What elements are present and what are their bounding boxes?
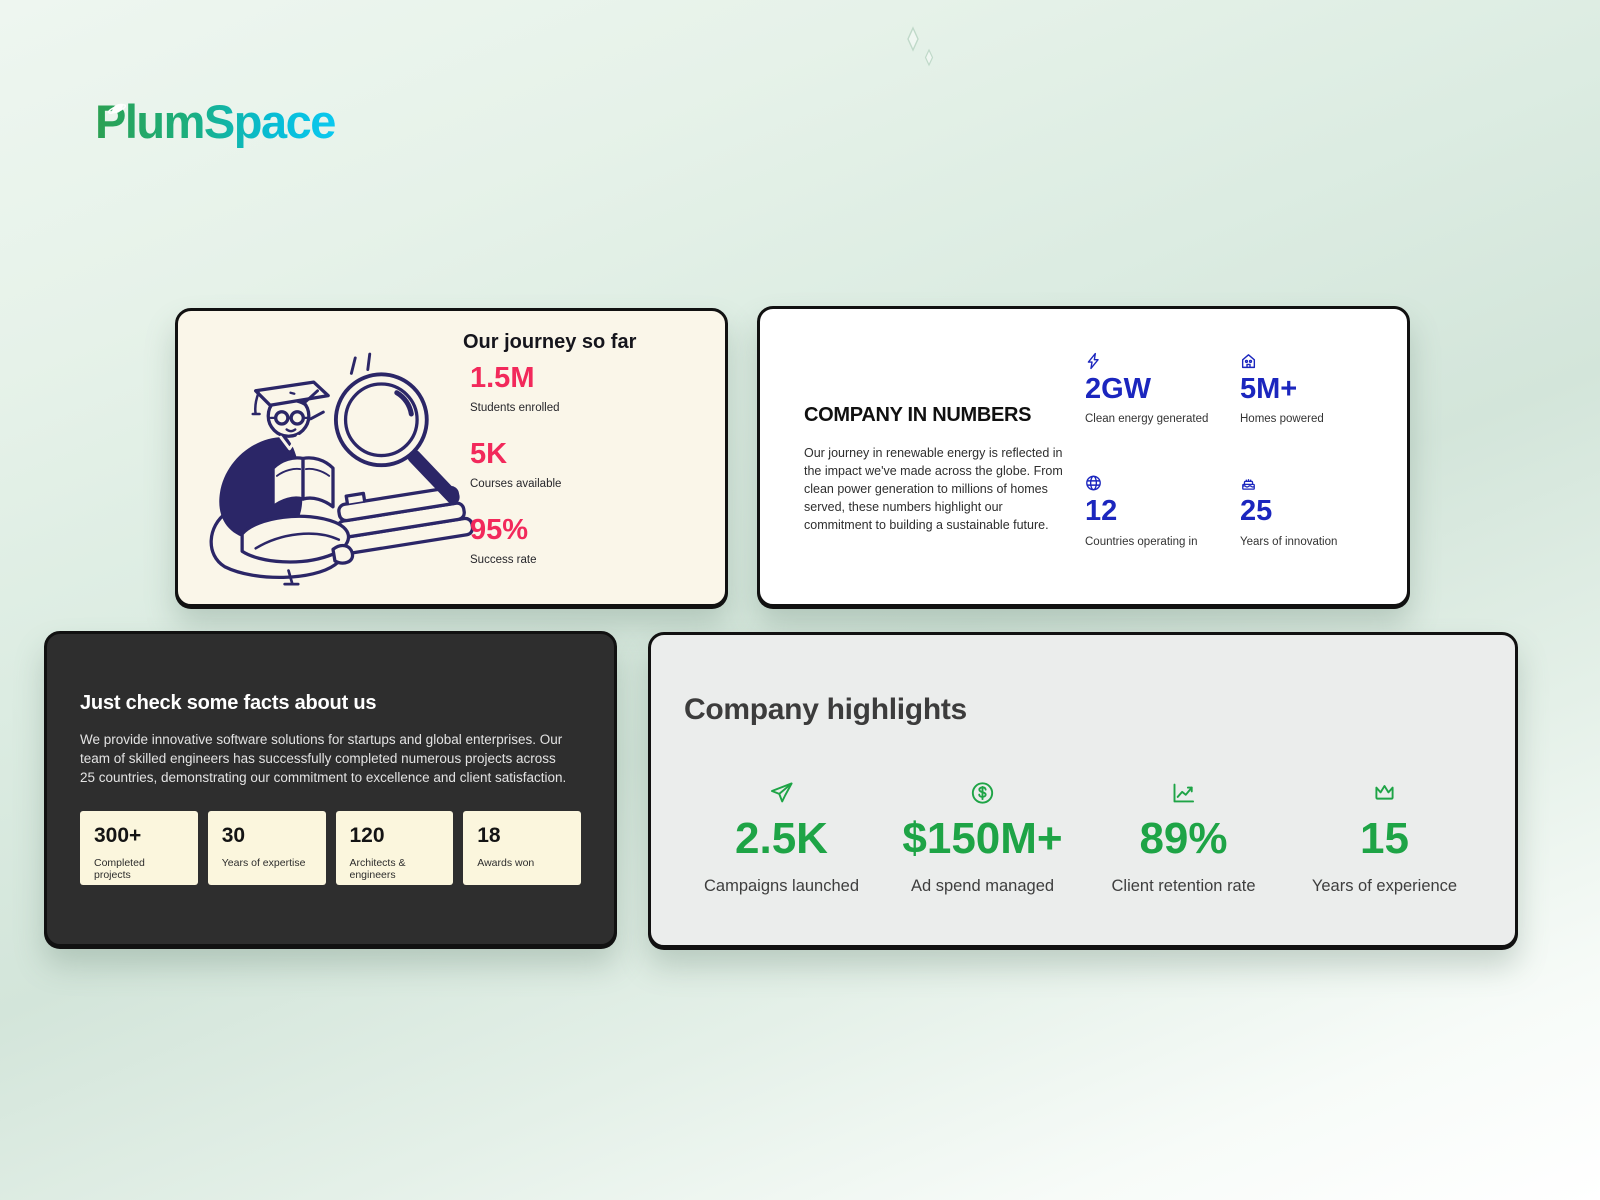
paper-plane-icon bbox=[770, 782, 793, 803]
globe-icon bbox=[1086, 475, 1101, 491]
stat-label: Courses available bbox=[470, 477, 562, 490]
sparkle-icon bbox=[907, 26, 934, 67]
company-numbers-card: COMPANY IN NUMBERS Our journey in renewa… bbox=[757, 306, 1410, 607]
stat-value: 89% bbox=[1139, 814, 1228, 863]
stat-label: Clean energy generated bbox=[1085, 413, 1209, 426]
highlights-stats: 2.5K Campaigns launched $150M+ Ad spend … bbox=[651, 779, 1515, 896]
highlight-stat: $150M+ Ad spend managed bbox=[882, 779, 1083, 896]
journey-card-title: Our journey so far bbox=[463, 331, 637, 353]
stat-value: $150M+ bbox=[902, 814, 1063, 863]
brand-logo-text: PlumSpace bbox=[95, 95, 336, 148]
facts-stat-box: 300+ Completed projects bbox=[80, 811, 198, 886]
brand-logo[interactable]: PlumSpace bbox=[95, 94, 336, 149]
magnifier-handle bbox=[407, 449, 460, 504]
stat-value: 95% bbox=[470, 513, 529, 546]
student-reading-with-magnifier-illustration bbox=[209, 352, 475, 586]
cake-icon bbox=[1242, 479, 1255, 491]
company-numbers-description: Our journey in renewable energy is refle… bbox=[804, 446, 1063, 532]
highlight-stat: 89% Client retention rate bbox=[1083, 779, 1284, 896]
stat-label: Students enrolled bbox=[470, 401, 560, 414]
journey-card: Our journey so far bbox=[175, 308, 728, 607]
stat-label: Success rate bbox=[470, 553, 537, 566]
numbers-stat: 2GW Clean energy generated bbox=[1085, 351, 1240, 425]
foot bbox=[331, 543, 355, 565]
stat-label: Awards won bbox=[477, 857, 535, 870]
facts-stat-box: 18 Awards won bbox=[463, 811, 581, 886]
stat-label: Countries operating in bbox=[1085, 535, 1198, 548]
highlights-card-title: Company highlights bbox=[684, 693, 967, 726]
stat-label: Campaigns launched bbox=[703, 877, 860, 896]
stat-value: 2GW bbox=[1085, 373, 1152, 405]
stat-value: 25 bbox=[1240, 495, 1273, 528]
facts-card-description: We provide innovative software solutions… bbox=[80, 732, 567, 786]
stat-value: 30 bbox=[221, 824, 246, 848]
stat-value: 5M+ bbox=[1240, 373, 1298, 405]
journey-stats: 1.5M Students enrolled 5K Courses availa… bbox=[470, 362, 562, 591]
stat-value: 12 bbox=[1085, 495, 1118, 528]
chart-line-icon bbox=[1173, 783, 1195, 803]
stat-label: Years of innovation bbox=[1240, 535, 1338, 548]
facts-stats: 300+ Completed projects 30 Years of expe… bbox=[80, 811, 581, 886]
journey-stat: 1.5M Students enrolled bbox=[470, 362, 561, 414]
numbers-stat: 12 Countries operating in bbox=[1085, 473, 1240, 548]
stat-label: Client retention rate bbox=[1111, 877, 1256, 896]
facts-card: Just check some facts about us We provid… bbox=[44, 631, 617, 947]
legs bbox=[240, 514, 351, 564]
numbers-stat: 5M+ Homes powered bbox=[1240, 351, 1410, 425]
stat-value: 1.5M bbox=[470, 362, 535, 394]
facts-card-title: Just check some facts about us bbox=[80, 692, 377, 714]
highlights-card: Company highlights 2.5K Campaigns launch… bbox=[648, 632, 1518, 948]
dollar-circle-icon bbox=[971, 782, 994, 804]
magnifier-lens bbox=[333, 372, 429, 468]
stat-label: Years of expertise bbox=[221, 857, 306, 870]
crown-icon bbox=[1375, 785, 1394, 800]
stat-label: Years of experience bbox=[1311, 877, 1458, 896]
leaf-planet-icon bbox=[107, 103, 127, 114]
journey-stat: 95% Success rate bbox=[470, 513, 561, 566]
stat-value: 300+ bbox=[94, 824, 142, 848]
company-numbers-title: COMPANY IN NUMBERS bbox=[804, 404, 1032, 426]
lightning-icon bbox=[1087, 352, 1099, 370]
highlight-stat: 2.5K Campaigns launched bbox=[681, 779, 882, 896]
book-stack bbox=[334, 485, 475, 556]
stat-label: Completed projects bbox=[94, 857, 145, 882]
stat-label: Ad spend managed bbox=[910, 877, 1055, 896]
facts-stat-box: 120 Architects & engineers bbox=[335, 811, 454, 886]
stat-value: 2.5K bbox=[735, 814, 828, 863]
stat-label: Architects & engineers bbox=[349, 857, 406, 882]
stat-value: 5K bbox=[470, 437, 508, 470]
highlight-stat: 15 Years of experience bbox=[1284, 779, 1485, 896]
company-numbers-stats: 2GW Clean energy generated 5M+ Homes pow… bbox=[1085, 351, 1410, 548]
stat-label: Homes powered bbox=[1240, 413, 1324, 426]
house-icon bbox=[1241, 354, 1256, 369]
stat-value: 15 bbox=[1360, 814, 1409, 863]
numbers-stat: 25 Years of innovation bbox=[1240, 473, 1410, 548]
facts-stat-box: 30 Years of expertise bbox=[207, 811, 326, 886]
stat-value: 18 bbox=[477, 824, 501, 848]
journey-stat: 5K Courses available bbox=[470, 437, 562, 490]
stat-value: 120 bbox=[349, 824, 385, 848]
open-book bbox=[271, 456, 305, 509]
